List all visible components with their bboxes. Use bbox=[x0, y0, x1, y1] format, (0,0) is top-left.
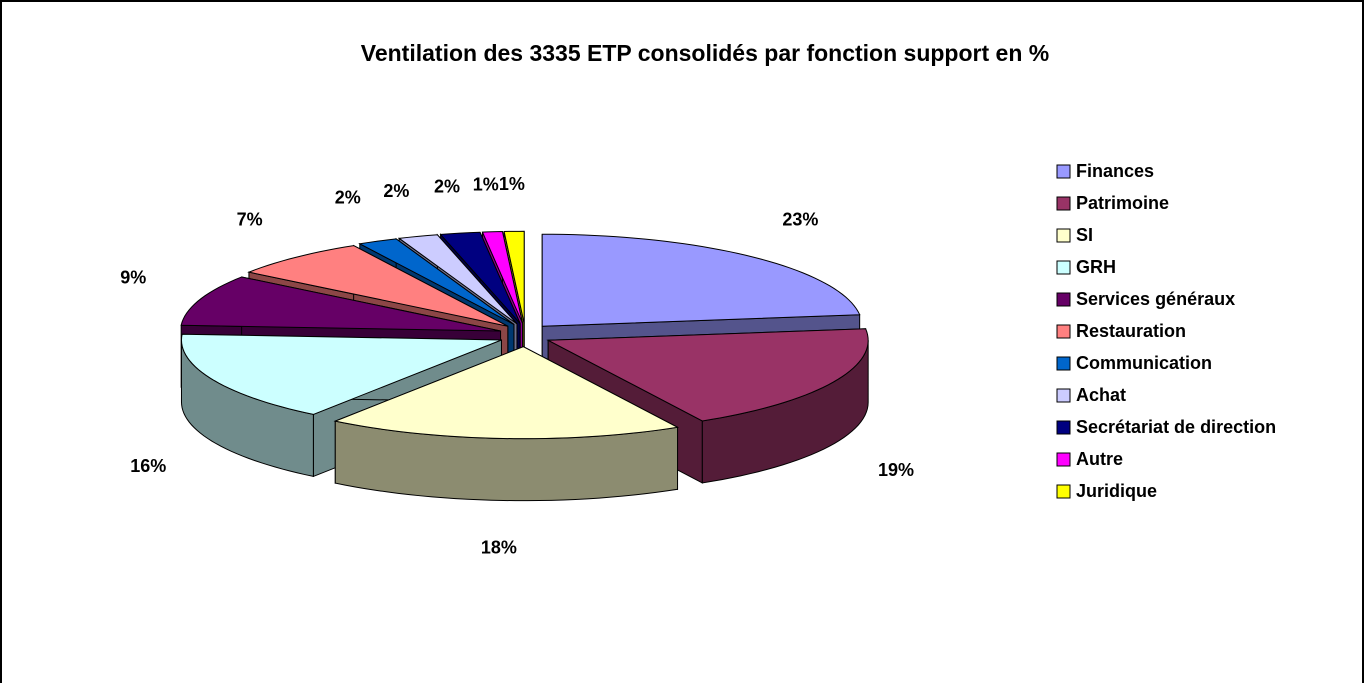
legend-label: Finances bbox=[1076, 161, 1154, 181]
slice bbox=[546, 328, 869, 422]
data-label: 2% bbox=[383, 181, 409, 201]
data-label: 23% bbox=[782, 209, 818, 229]
data-label: 9% bbox=[120, 268, 146, 288]
legend-label: Secrétariat de direction bbox=[1076, 417, 1276, 437]
legend-swatch bbox=[1056, 484, 1071, 499]
legend-swatch bbox=[1056, 292, 1071, 307]
legend-label: SI bbox=[1076, 225, 1093, 245]
legend-label: Restauration bbox=[1076, 321, 1186, 341]
slice bbox=[503, 230, 525, 324]
legend-label: Juridique bbox=[1076, 481, 1157, 501]
legend-swatch bbox=[1056, 452, 1071, 467]
slice bbox=[397, 234, 518, 325]
legend-label: Autre bbox=[1076, 449, 1123, 469]
slice bbox=[180, 276, 501, 332]
slice bbox=[481, 231, 524, 324]
data-label: 7% bbox=[237, 209, 263, 229]
legend-label: Achat bbox=[1076, 385, 1126, 405]
data-label: 18% bbox=[481, 537, 517, 557]
legend-label: Services généraux bbox=[1076, 289, 1235, 309]
legend-swatch bbox=[1056, 260, 1071, 275]
slice bbox=[180, 333, 502, 415]
data-label: 2% bbox=[434, 176, 460, 196]
data-label: 1% bbox=[473, 174, 499, 194]
legend-swatch bbox=[1056, 388, 1071, 403]
data-label: 1% bbox=[499, 174, 525, 194]
legend-swatch bbox=[1056, 196, 1071, 211]
data-label: 16% bbox=[130, 456, 166, 476]
legend-swatch bbox=[1056, 228, 1071, 243]
slice bbox=[358, 238, 515, 325]
slice bbox=[439, 231, 521, 324]
data-label: 19% bbox=[878, 460, 914, 480]
legend-swatch bbox=[1056, 356, 1071, 371]
legend-swatch bbox=[1056, 164, 1071, 179]
legend-swatch bbox=[1056, 324, 1071, 339]
slice bbox=[541, 233, 861, 327]
legend-label: GRH bbox=[1076, 257, 1116, 277]
legend-label: Patrimoine bbox=[1076, 193, 1169, 213]
chart-title: Ventilation des 3335 ETP consolidés par … bbox=[361, 40, 1049, 66]
legend-swatch bbox=[1056, 420, 1071, 435]
slice bbox=[333, 346, 680, 440]
slice bbox=[247, 245, 509, 327]
data-label: 2% bbox=[335, 187, 361, 207]
legend-label: Communication bbox=[1076, 353, 1212, 373]
